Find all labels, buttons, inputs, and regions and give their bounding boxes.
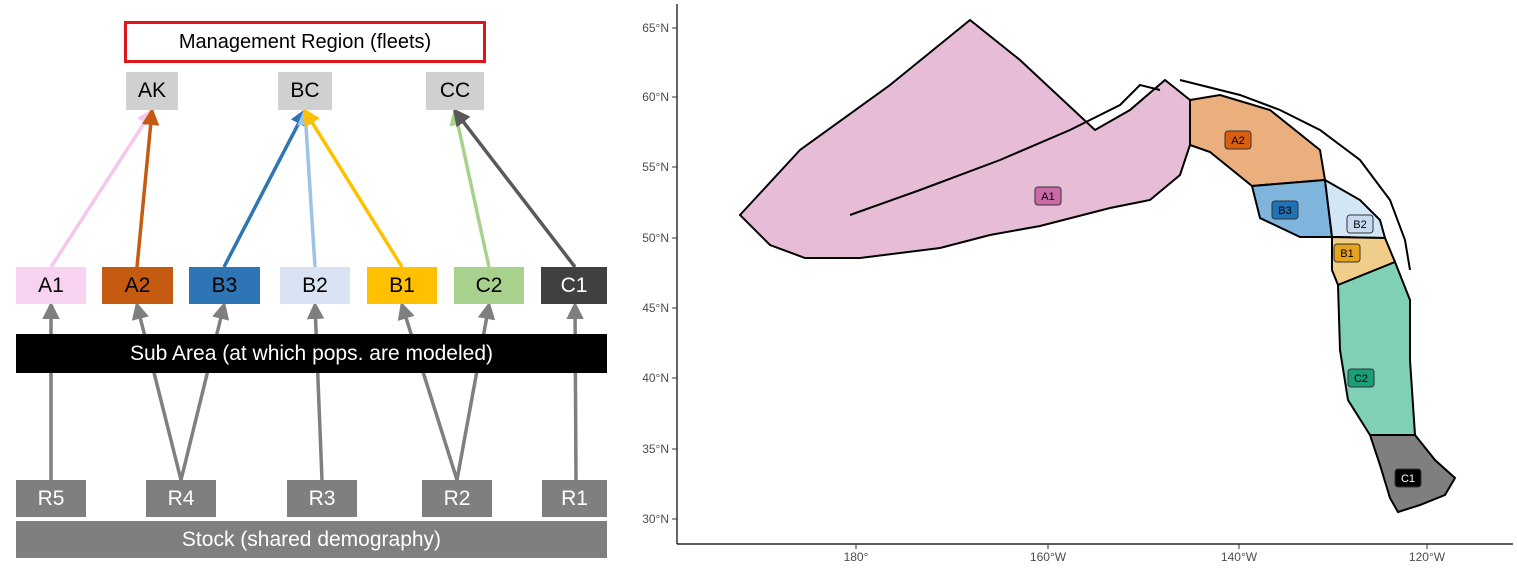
subarea-box-c1: C1 bbox=[541, 267, 607, 304]
y-tick-label: 60°N bbox=[642, 90, 669, 104]
y-tick-label: 50°N bbox=[642, 231, 669, 245]
map-label-b3: B3 bbox=[1278, 205, 1291, 217]
x-tick-label: 120°W bbox=[1409, 550, 1446, 564]
arrow-r3-to-b2 bbox=[306, 301, 325, 481]
stock-bar: Stock (shared demography) bbox=[16, 521, 607, 558]
subarea-bar: Sub Area (at which pops. are modeled) bbox=[16, 334, 607, 373]
map-area-c2 bbox=[1336, 260, 1417, 436]
arrow-b1-to-bc bbox=[303, 108, 404, 268]
arrow-r1-to-c1 bbox=[566, 301, 584, 481]
subarea-box-c2: C2 bbox=[454, 267, 524, 304]
y-tick-label: 40°N bbox=[642, 371, 669, 385]
arrow-b3-to-bc bbox=[222, 107, 307, 268]
map-label-c1: C1 bbox=[1401, 473, 1415, 485]
map-label-c2: C2 bbox=[1354, 373, 1368, 385]
x-tick-label: 140°W bbox=[1221, 550, 1258, 564]
subarea-box-b1: B1 bbox=[367, 267, 437, 304]
region-box-ak: AK bbox=[126, 72, 178, 110]
region-box-cc: CC bbox=[426, 72, 484, 110]
map-label-box-b2 bbox=[1346, 214, 1374, 234]
stock-box-r5: R5 bbox=[16, 480, 86, 517]
arrow-r4-to-a2 bbox=[131, 301, 183, 481]
x-tick-label: 160°W bbox=[1030, 550, 1067, 564]
y-tick-label: 65°N bbox=[642, 21, 669, 35]
map-label-box-a2 bbox=[1224, 130, 1252, 150]
stock-box-r4: R4 bbox=[146, 480, 216, 517]
arrow-b2-to-bc bbox=[297, 107, 317, 268]
x-tick-label: 180° bbox=[844, 550, 869, 564]
arrow-c1-to-cc bbox=[452, 108, 577, 269]
map-area-labels: A1 A2 B3 B2 B1 C2 C1 bbox=[1034, 130, 1422, 488]
map-label-box-b1 bbox=[1333, 243, 1361, 263]
stock-box-r2: R2 bbox=[422, 480, 492, 517]
map-label-b2: B2 bbox=[1353, 219, 1366, 231]
subarea-box-b2: B2 bbox=[280, 267, 350, 304]
map-plot: 65°N 60°N 55°N 50°N 45°N 40°N 35°N 30°N 180° 160… bbox=[642, 4, 1513, 564]
stock-arrows bbox=[42, 301, 584, 481]
map-label-box-b3 bbox=[1271, 200, 1299, 220]
map-label-a1: A1 bbox=[1041, 191, 1054, 203]
map-label-box-c2 bbox=[1347, 368, 1375, 388]
y-tick-label: 35°N bbox=[642, 442, 669, 456]
management-region-title: Management Region (fleets) bbox=[124, 21, 486, 63]
stock-box-r1: R1 bbox=[542, 480, 607, 517]
map-area-a1 bbox=[738, 18, 1191, 259]
map-label-b1: B1 bbox=[1340, 248, 1353, 260]
y-tick-label: 45°N bbox=[642, 301, 669, 315]
y-tick-label: 55°N bbox=[642, 160, 669, 174]
coastline bbox=[849, 79, 1411, 271]
subarea-box-a1: A1 bbox=[16, 267, 86, 304]
arrow-a2-to-ak bbox=[135, 107, 160, 268]
region-box-bc: BC bbox=[278, 72, 332, 110]
y-axis-ticks: 65°N 60°N 55°N 50°N 45°N 40°N 35°N 30°N bbox=[642, 21, 677, 526]
y-tick-label: 30°N bbox=[642, 512, 669, 526]
fleet-arrows bbox=[49, 107, 577, 269]
map-label-box-c1 bbox=[1394, 468, 1422, 488]
arrow-a1-to-ak bbox=[49, 108, 154, 268]
subarea-box-a2: A2 bbox=[102, 267, 173, 304]
arrow-r2-to-c2 bbox=[455, 301, 496, 481]
arrow-r4-to-b3 bbox=[179, 301, 230, 481]
map-label-a2: A2 bbox=[1231, 135, 1244, 147]
map-area-a2 bbox=[1189, 93, 1327, 188]
x-axis-ticks: 180° 160°W 140°W 120°W bbox=[844, 544, 1446, 564]
stock-box-r3: R3 bbox=[287, 480, 357, 517]
map-label-box-a1 bbox=[1034, 186, 1062, 206]
arrow-c2-to-cc bbox=[449, 107, 491, 268]
subarea-box-b3: B3 bbox=[189, 267, 260, 304]
arrow-r2-to-b1 bbox=[397, 301, 459, 481]
